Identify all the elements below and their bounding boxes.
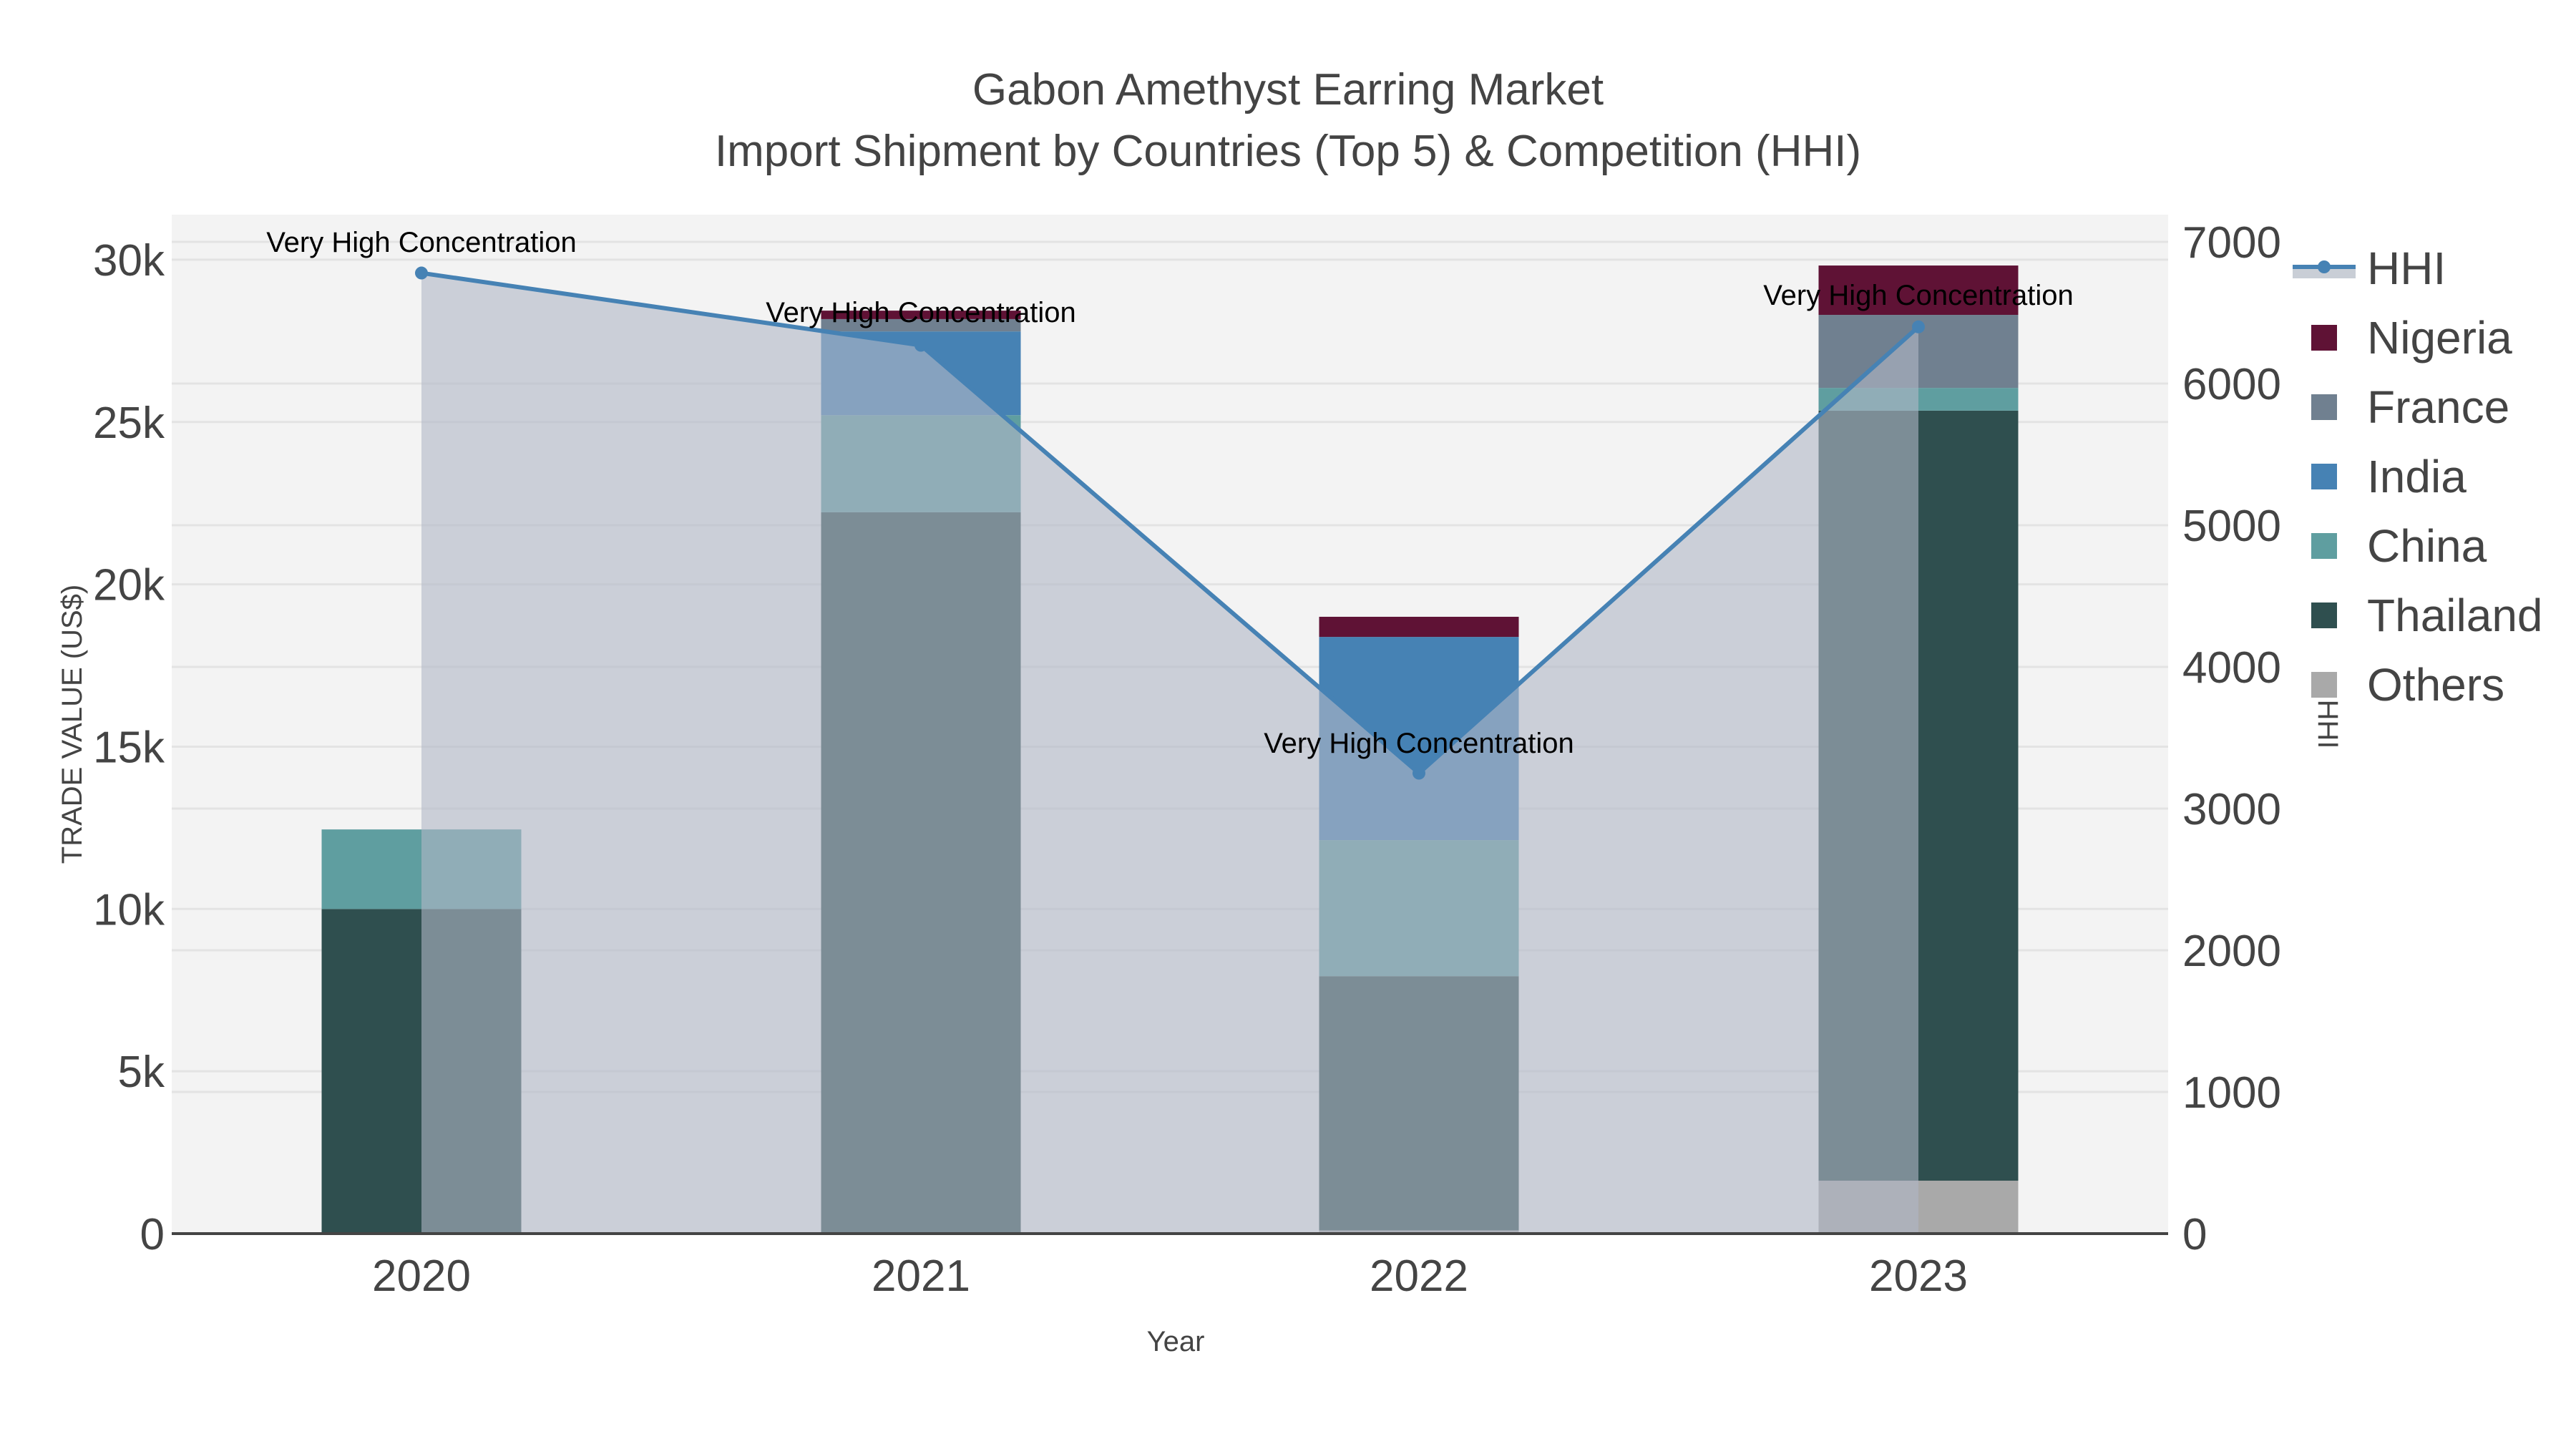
bar-segment-nigeria-2023 [1818,265,2019,316]
chart-title: Gabon Amethyst Earring Market [972,65,1604,114]
legend-label: India [2367,451,2467,502]
hhi-line-icon [2293,254,2356,286]
legend-label: China [2367,520,2487,572]
y-right-tick-label: 5000 [2182,502,2281,551]
y-right-tick-label: 7000 [2182,218,2281,268]
chart-subtitle: Import Shipment by Countries (Top 5) & C… [714,127,1862,176]
y-left-tick-label: 15k [93,723,165,772]
hhi-marker-2020 [415,266,428,280]
legend-swatch-icon [2311,672,2337,698]
annotation-2020: Very High Concentration [266,227,577,258]
y-right-tick-label: 1000 [2182,1068,2281,1118]
legend-swatch-icon [2311,533,2337,559]
y-left-tick-label: 5k [118,1048,165,1097]
hhi-line [415,266,1925,780]
hhi-annotations: Very High Concentration Very High Concent… [266,227,2074,759]
legend-swatch-icon [2311,325,2337,351]
bar-segment-nigeria-2022 [1319,616,1519,638]
x-tick-label-2020: 2020 [372,1252,471,1301]
bar-segment-nigeria-2021 [821,311,1021,319]
y-left-tick-label: 30k [93,236,165,286]
legend-swatch-icon [2311,394,2337,420]
y-left-tick-label: 25k [93,399,165,448]
y-axis-right-title: HHI [2312,700,2343,749]
legend-label: HHI [2367,243,2446,294]
x-tick-label-2021: 2021 [872,1252,970,1301]
annotation-2023: Very High Concentration [1763,280,2074,311]
y-right-tick-label: 4000 [2182,643,2281,693]
y-right-tick-label: 3000 [2182,785,2281,834]
hhi-marker-2021 [914,338,927,352]
y-axis-left-title: TRADE VALUE (US$) [57,585,88,864]
hhi-marker-2023 [1912,320,1925,333]
y-right-tick-label: 0 [2182,1210,2207,1259]
annotation-2021: Very High Concentration [766,297,1076,328]
legend-swatch-icon [2311,464,2337,489]
bar-segment-france-2021 [821,318,1021,332]
y-left-tick-label: 10k [93,885,165,935]
y-right-tick-label: 2000 [2182,927,2281,976]
annotation-2022: Very High Concentration [1264,728,1574,759]
y-left-tick-label: 20k [93,561,165,610]
legend-label: France [2367,381,2510,433]
y-axis-left-ticks: 0 5k 10k 15k 20k 25k 30k [93,236,165,1259]
hhi-area [421,273,1918,1234]
y-left-tick-label: 0 [140,1210,165,1259]
y-axis-right-ticks: 0 1000 2000 3000 4000 5000 6000 7000 [2182,218,2281,1259]
x-tick-label-2023: 2023 [1869,1252,1968,1301]
hhi-marker-2022 [1413,766,1425,780]
legend-swatch-icon [2311,602,2337,628]
legend-label: Nigeria [2367,312,2512,364]
x-tick-label-2022: 2022 [1370,1252,1468,1301]
legend-label: Others [2367,659,2505,711]
legend-label: Thailand [2367,590,2543,641]
y-right-tick-label: 6000 [2182,360,2281,409]
x-axis-title: Year [1147,1326,1205,1357]
x-axis-ticks: 2020 2021 2022 2023 [372,1252,1968,1301]
